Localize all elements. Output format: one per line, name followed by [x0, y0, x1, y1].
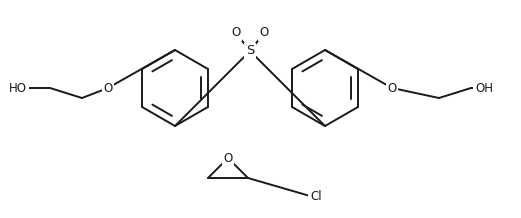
Text: O: O — [103, 82, 113, 94]
Text: O: O — [231, 27, 241, 39]
Text: O: O — [224, 152, 232, 165]
Text: O: O — [259, 27, 269, 39]
Text: O: O — [388, 82, 396, 94]
Text: Cl: Cl — [310, 189, 321, 203]
Text: OH: OH — [475, 82, 493, 94]
Text: S: S — [246, 44, 254, 58]
Text: HO: HO — [9, 82, 27, 94]
